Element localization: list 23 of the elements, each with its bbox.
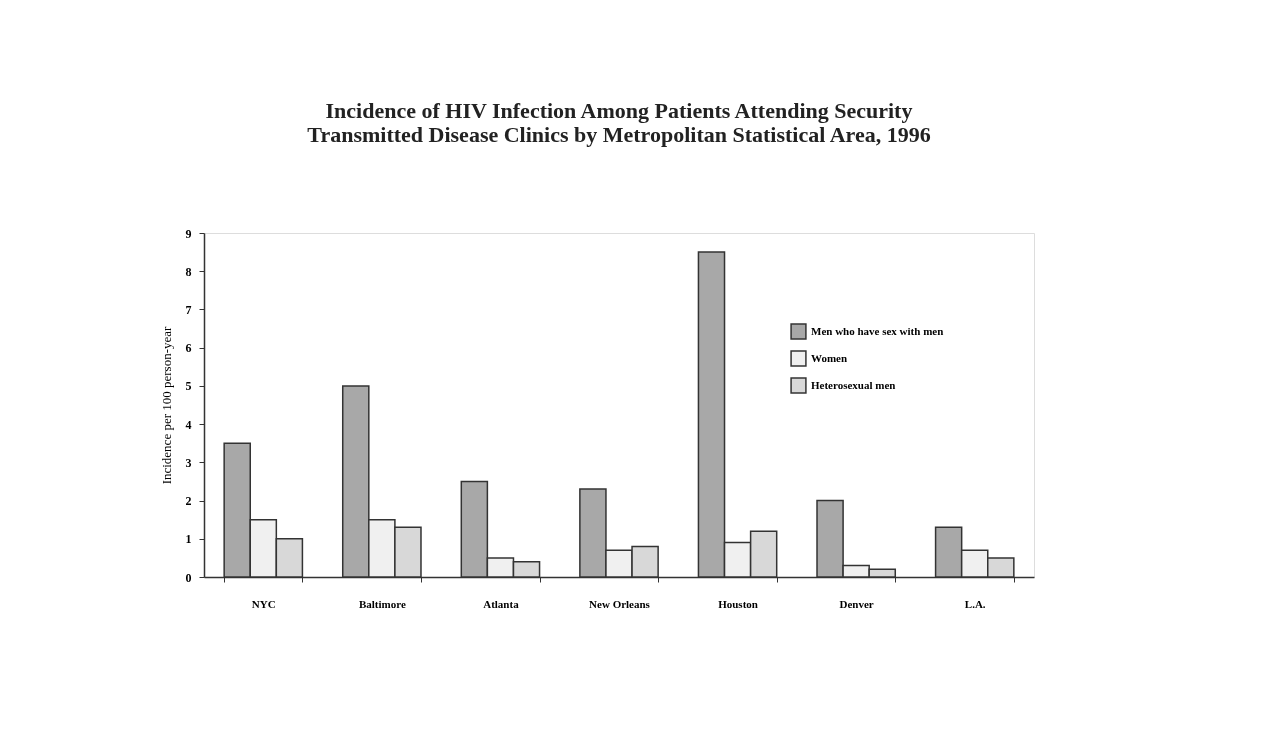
- y-tick-label: 1: [185, 532, 192, 547]
- y-tick-label: 4: [185, 417, 192, 432]
- legend-label: Women: [811, 351, 848, 364]
- y-tick-label: 8: [185, 264, 192, 279]
- y-tick-label: 7: [185, 302, 192, 317]
- y-tick-label: 0: [185, 570, 192, 585]
- x-tick-label: Denver: [839, 597, 874, 610]
- y-tick-label: 2: [185, 494, 192, 509]
- x-tick-label: New Orleans: [589, 597, 651, 610]
- y-tick-label: 9: [185, 226, 192, 241]
- text: Transmitted Disease Clinics by Metropolitan Statistical Area, 1996: [307, 122, 931, 147]
- y-tick-label: 3: [185, 455, 192, 470]
- x-tick-label: L.A.: [964, 597, 986, 610]
- legend-label: Men who have sex with men: [811, 324, 944, 337]
- text: Incidence of HIV Infection Among Patients Attending Security: [325, 98, 913, 123]
- x-tick-label: NYC: [251, 597, 276, 610]
- x-tick-label: Baltimore: [358, 597, 406, 610]
- x-tick-label: Atlanta: [483, 597, 520, 610]
- y-axis-title: Incidence per 100 person-year: [158, 325, 174, 485]
- x-tick-label: Houston: [718, 597, 758, 610]
- y-tick-label: 5: [185, 379, 192, 394]
- y-tick-label: 6: [185, 341, 192, 356]
- legend-label: Heterosexual men: [811, 378, 896, 391]
